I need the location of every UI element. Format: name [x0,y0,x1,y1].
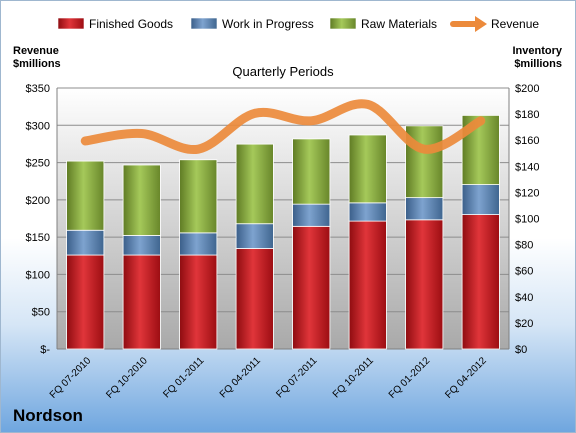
bar-finished-goods [292,225,331,350]
left-tick-label: $250 [26,158,50,170]
right-tick-label: $120 [515,187,539,199]
revenue-line [80,99,486,154]
bar-raw-materials [179,159,218,234]
right-tick-label: $0 [515,344,527,356]
bar-work-in-progress [179,232,218,256]
legend-label: Finished Goods [89,17,173,31]
x-tick-label: FQ 10-2010 [104,355,150,401]
chart-title: Quarterly Periods [232,64,334,79]
bar-finished-goods [348,220,387,350]
x-tick-label: FQ 04-2012 [443,355,489,401]
bar-finished-goods [461,214,500,350]
legend-label: Raw Materials [361,17,437,31]
legend-swatch [57,17,85,30]
left-tick-label: $150 [26,232,50,244]
right-tick-label: $20 [515,318,533,330]
bar-work-in-progress [292,203,331,227]
right-tick-label: $160 [515,135,539,147]
bar-finished-goods [235,248,274,350]
bar-finished-goods [179,254,218,350]
legend-arrow-icon [475,16,487,32]
legend-label: Work in Progress [222,17,314,31]
left-axis-title-line2: $millions [13,58,61,70]
left-tick-label: $- [40,344,50,356]
company-name: Nordson [13,406,83,425]
left-tick-label: $200 [26,195,50,207]
bar-raw-materials [235,143,274,225]
right-tick-label: $40 [515,292,533,304]
legend-label: Revenue [491,17,539,31]
legend-swatch [329,17,357,30]
left-tick-label: $350 [26,83,50,95]
x-tick-label: FQ 01-2011 [161,355,206,400]
right-tick-label: $180 [515,109,539,121]
bar-work-in-progress [235,223,274,249]
bar-raw-materials [405,125,444,199]
left-tick-label: $300 [26,120,50,132]
left-axis-title-line1: Revenue [13,45,59,57]
x-tick-label: FQ 07-2011 [274,355,319,400]
right-axis-title: Inventory $millions [512,45,562,71]
left-tick-label: $50 [32,307,50,319]
bar-work-in-progress [405,197,444,221]
legend-swatch [190,17,218,30]
bar-raw-materials [122,164,161,236]
right-tick-label: $100 [515,214,539,226]
bar-raw-materials [348,134,387,204]
x-tick-label: FQ 01-2012 [387,355,433,401]
right-axis-title-line2: $millions [514,58,562,70]
left-tick-label: $100 [26,269,50,281]
right-tick-label: $80 [515,240,533,252]
x-tick-label: FQ 07-2010 [48,355,94,401]
left-axis-title: Revenue $millions [13,45,61,71]
x-tick-label: FQ 10-2011 [331,355,376,400]
right-tick-label: $200 [515,83,539,95]
bar-work-in-progress [461,184,500,215]
bar-finished-goods [122,254,161,350]
right-tick-label: $140 [515,161,539,173]
right-axis-title-line1: Inventory [512,45,562,57]
bar-work-in-progress [122,235,161,256]
bar-raw-materials [66,160,105,231]
bar-work-in-progress [348,202,387,222]
bar-raw-materials [292,138,331,205]
x-tick-label: FQ 04-2011 [218,355,263,400]
right-tick-label: $60 [515,266,533,278]
bar-finished-goods [66,254,105,350]
bar-work-in-progress [66,229,105,256]
bar-finished-goods [405,219,444,350]
